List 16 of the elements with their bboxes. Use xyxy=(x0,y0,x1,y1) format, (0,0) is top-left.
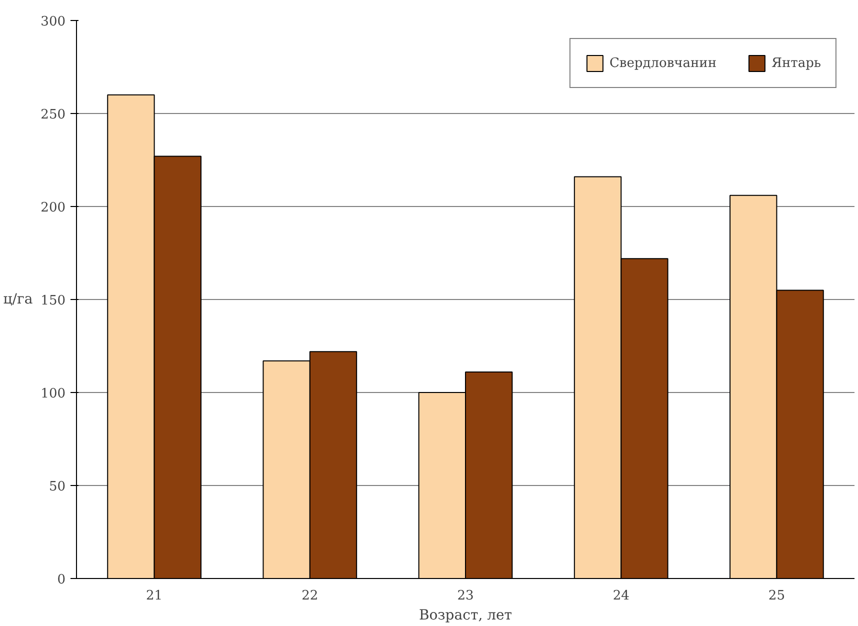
x-axis-title: Возраст, лет xyxy=(418,608,512,624)
legend-label: Янтарь xyxy=(771,56,821,70)
y-tick-label: 300 xyxy=(40,14,66,30)
y-tick-label: 200 xyxy=(40,200,66,216)
y-tick-label: 0 xyxy=(57,572,66,588)
x-tick-label: 25 xyxy=(768,588,785,604)
y-tick-label: 50 xyxy=(48,480,66,494)
x-tick-label: 22 xyxy=(302,588,318,604)
y-axis-title: ц/га xyxy=(3,292,33,308)
y-tick-label: 150 xyxy=(40,294,66,308)
x-tick-label: 23 xyxy=(457,588,474,604)
y-tick-label: 250 xyxy=(40,108,66,122)
y-tick-label: 100 xyxy=(40,386,66,402)
legend-label: Свердловчанин xyxy=(609,56,716,70)
x-tick-label: 24 xyxy=(612,588,630,604)
x-tick-label: 21 xyxy=(146,588,163,604)
